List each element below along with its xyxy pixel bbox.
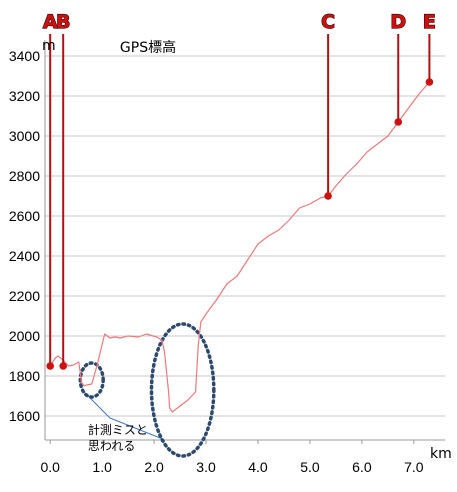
x-tick-6: 6.0: [352, 459, 372, 475]
y-tick-3400: 3400: [9, 48, 40, 64]
point-D: [394, 118, 403, 126]
y-tick-labels: 1600 1800 2000 2200 2400 2600 2800 3000 3200 3400: [9, 48, 40, 424]
x-tick-2: 2.0: [144, 459, 164, 475]
point-E: [425, 78, 434, 86]
x-tick-5: 5.0: [300, 459, 320, 475]
x-tick-0: 0.0: [40, 459, 60, 475]
point-A: [46, 362, 54, 370]
elevation-line-0: [49, 81, 430, 413]
y-tick-3200: 3200: [9, 88, 40, 104]
point-label-A: A: [43, 11, 58, 33]
y-tick-2400: 2400: [9, 248, 40, 264]
y-tick-2200: 2200: [9, 288, 40, 304]
annotation-text-1: 思われる: [88, 439, 135, 453]
point-C: [324, 192, 332, 200]
point-markers: AB C D E: [42, 10, 437, 370]
point-B: [59, 362, 67, 370]
x-tick-3: 3.0: [196, 459, 216, 475]
chart-title: GPS標高: [120, 39, 176, 56]
y-tick-1800: 1800: [9, 368, 40, 384]
axes: [44, 40, 445, 444]
point-label-C: C: [321, 11, 335, 33]
y-axis-unit: m: [42, 38, 56, 54]
point-label-B: B: [56, 11, 70, 33]
annotation-text-0: 計測ミスと: [88, 422, 148, 437]
point-label-D: D: [390, 11, 406, 33]
x-tick-labels: 0.0 1.0 2.0 3.0 4.0 5.0 6.0 7.0: [40, 459, 423, 475]
y-tick-2600: 2600: [9, 208, 40, 224]
x-axis-unit: km: [430, 446, 452, 462]
annotation-pointer-1: [109, 417, 165, 440]
x-tick-4: 4.0: [248, 459, 268, 475]
point-label-E: E: [423, 11, 436, 33]
y-tick-2000: 2000: [9, 328, 40, 344]
grid-lines: [45, 55, 445, 417]
y-tick-3000: 3000: [9, 128, 40, 144]
y-tick-1600: 1600: [9, 408, 40, 424]
x-tick-1: 1.0: [92, 459, 112, 475]
annotation-circle-1: [149, 322, 216, 458]
series-group: [49, 81, 430, 413]
x-tick-7: 7.0: [404, 459, 424, 475]
annotation-circle-0: [78, 361, 105, 399]
y-tick-2800: 2800: [9, 168, 40, 184]
